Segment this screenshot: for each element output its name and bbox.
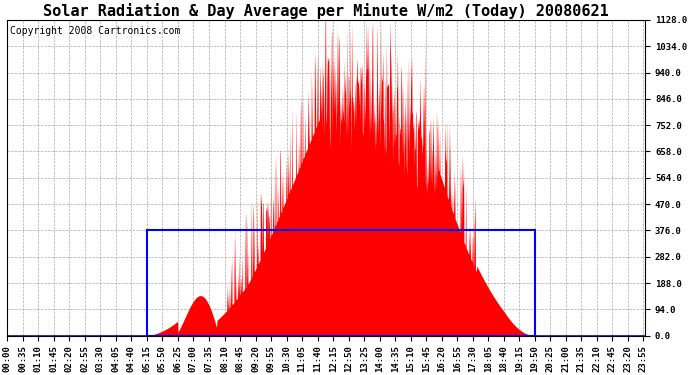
Text: Copyright 2008 Cartronics.com: Copyright 2008 Cartronics.com <box>10 26 181 36</box>
Title: Solar Radiation & Day Average per Minute W/m2 (Today) 20080621: Solar Radiation & Day Average per Minute… <box>43 3 609 19</box>
Bar <box>147 230 535 336</box>
